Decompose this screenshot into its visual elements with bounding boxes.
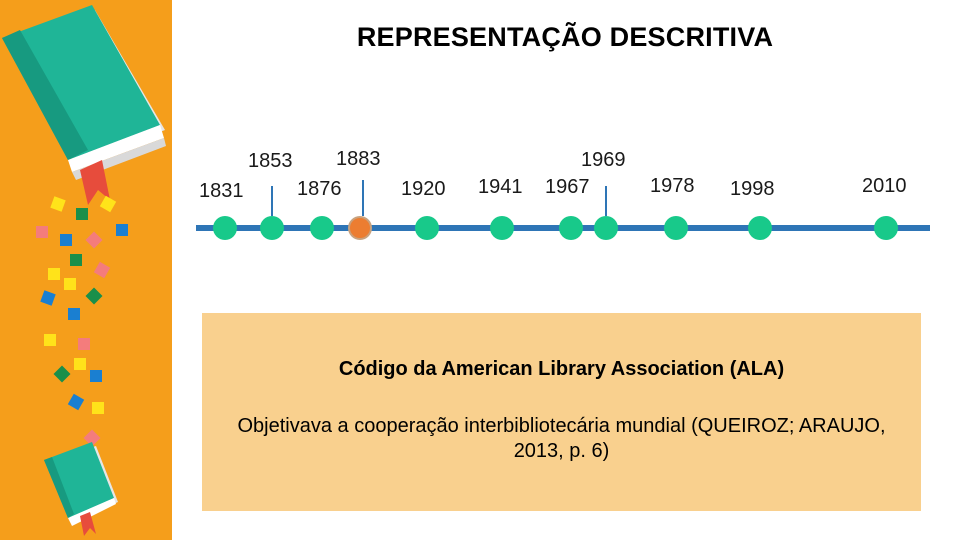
book-icon: [2, 5, 166, 205]
year-label: 1831: [199, 180, 244, 202]
year-label: 1876: [297, 178, 342, 200]
timeline-dot-1941[interactable]: [490, 216, 514, 240]
year-label: 1998: [730, 178, 775, 200]
timeline-tick: [362, 180, 364, 216]
sidebar-decoration: [0, 0, 172, 540]
timeline-dot-1967[interactable]: [559, 216, 583, 240]
year-label: 1853: [248, 150, 293, 172]
timeline-dot-2010[interactable]: [874, 216, 898, 240]
info-box-heading: Código da American Library Association (…: [338, 358, 785, 380]
year-label: 1883: [336, 148, 381, 170]
timeline-tick: [271, 186, 273, 216]
timeline-dot-1883[interactable]: [348, 216, 372, 240]
timeline-dot-1876[interactable]: [310, 216, 334, 240]
timeline-dot-1831[interactable]: [213, 216, 237, 240]
book-icon: [44, 442, 118, 536]
slide-title: REPRESENTAÇÃO DESCRITIVA: [356, 22, 774, 52]
timeline-dot-1978[interactable]: [664, 216, 688, 240]
timeline-dot-1998[interactable]: [748, 216, 772, 240]
timeline-tick: [605, 186, 607, 216]
timeline-dot-1853[interactable]: [260, 216, 284, 240]
info-box-body-line: Objetivava a cooperação interbibliotecár…: [237, 415, 886, 437]
info-box: Código da American Library Association (…: [202, 313, 921, 511]
year-label: 1969: [581, 149, 626, 171]
timeline-dot-1920[interactable]: [415, 216, 439, 240]
year-label: 1978: [650, 175, 695, 197]
confetti-squares: [36, 195, 128, 447]
timeline-dot-1969[interactable]: [594, 216, 618, 240]
year-label: 1920: [401, 178, 446, 200]
year-label: 1941: [478, 176, 523, 198]
info-box-body-line: 2013, p. 6): [513, 440, 610, 462]
info-box-body: Objetivava a cooperação interbibliotecár…: [202, 414, 921, 464]
book-illustration: [2, 5, 166, 536]
year-label: 1967: [545, 176, 590, 198]
year-label: 2010: [862, 175, 907, 197]
